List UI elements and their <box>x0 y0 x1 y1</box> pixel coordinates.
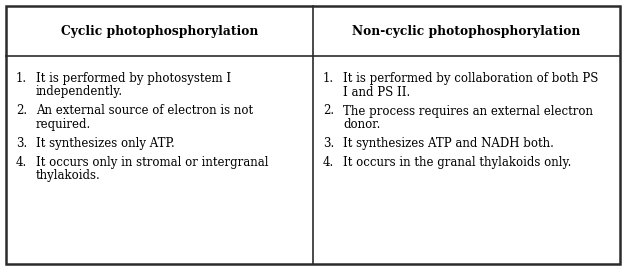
Text: 4.: 4. <box>323 156 334 169</box>
Text: donor.: donor. <box>343 118 381 131</box>
Text: An external source of electron is not: An external source of electron is not <box>36 104 253 117</box>
Text: It synthesizes ATP and NADH both.: It synthesizes ATP and NADH both. <box>343 137 554 150</box>
Text: 3.: 3. <box>323 137 334 150</box>
Text: 1.: 1. <box>16 72 27 85</box>
Text: I and PS II.: I and PS II. <box>343 86 410 99</box>
Text: independently.: independently. <box>36 86 123 99</box>
Text: required.: required. <box>36 118 91 131</box>
Text: It is performed by collaboration of both PS: It is performed by collaboration of both… <box>343 72 598 85</box>
Text: 2.: 2. <box>16 104 27 117</box>
Text: 1.: 1. <box>323 72 334 85</box>
Text: thylakoids.: thylakoids. <box>36 170 101 183</box>
Text: 2.: 2. <box>323 104 334 117</box>
Text: It is performed by photosystem I: It is performed by photosystem I <box>36 72 231 85</box>
Text: Non-cyclic photophosphorylation: Non-cyclic photophosphorylation <box>352 25 581 38</box>
Text: It occurs only in stromal or intergranal: It occurs only in stromal or intergranal <box>36 156 269 169</box>
Text: It occurs in the granal thylakoids only.: It occurs in the granal thylakoids only. <box>343 156 572 169</box>
Text: 4.: 4. <box>16 156 28 169</box>
Text: The process requires an external electron: The process requires an external electro… <box>343 104 593 117</box>
Text: It synthesizes only ATP.: It synthesizes only ATP. <box>36 137 175 150</box>
Text: 3.: 3. <box>16 137 28 150</box>
Text: Cyclic photophosphorylation: Cyclic photophosphorylation <box>61 25 258 38</box>
